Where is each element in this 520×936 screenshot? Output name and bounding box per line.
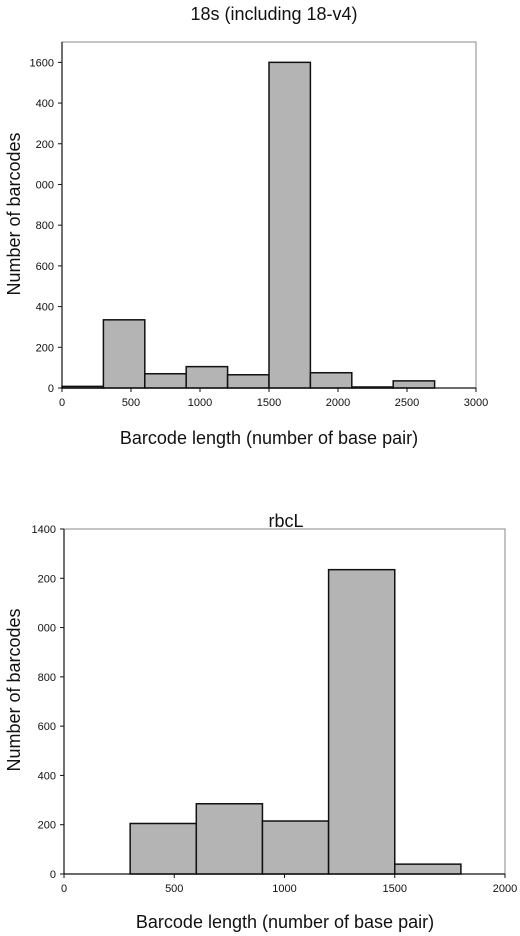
chart-18s-y-tick-label: 200 (36, 139, 54, 151)
chart-18s-y-ticks: 0 200 400 600 800 000 200 400 1600 (30, 57, 62, 395)
chart-rbcl-x-tick-label: 500 (165, 883, 183, 895)
chart-rbcl-bar-300-600 (129, 822, 198, 875)
chart-18s-bar-2400-2700 (392, 380, 436, 389)
chart-rbcl-y-tick-label: 1400 (32, 524, 56, 536)
chart-18s-x-tick-label: 500 (122, 397, 140, 409)
chart-18s-bar-1800-2100 (309, 371, 353, 389)
chart-18s-x-tick-label: 1500 (257, 397, 281, 409)
chart-18s-bar-600-900 (144, 373, 187, 389)
chart-18s-bar-1200-1500 (226, 374, 270, 389)
chart-rbcl-y-tick-label: 400 (38, 770, 56, 782)
chart-18s-x-tick-label: 3000 (464, 397, 488, 409)
chart-rbcl-x-label: Barcode length (number of base pair) (136, 912, 434, 932)
chart-18s-title: 18s (including 18-v4) (190, 4, 357, 24)
chart-rbcl-y-tick-label: 0 (50, 869, 56, 881)
chart-18s-y-tick-label: 400 (36, 98, 54, 110)
chart-rbcl-bars (129, 568, 462, 875)
chart-rbcl-y-tick-label: 200 (38, 820, 56, 832)
chart-18s-y-tick-label: 600 (36, 261, 54, 273)
chart-18s-x-ticks: 0 500 1000 1500 2000 2500 3000 (59, 388, 488, 409)
chart-18s-bar-1500-1800 (268, 61, 312, 389)
chart-18s-x-tick-label: 0 (59, 397, 65, 409)
chart-18s-y-tick-label: 0 (48, 383, 54, 395)
chart-rbcl-y-tick-label: 600 (38, 721, 56, 733)
chart-rbcl-x-tick-label: 1000 (272, 883, 296, 895)
chart-18s-y-tick-label: 400 (36, 302, 54, 314)
chart-18s-bar-900-1200 (185, 365, 229, 389)
chart-rbcl-x-ticks: 0 500 1000 1500 2000 (61, 874, 517, 895)
chart-rbcl-bar-1200-1500 (327, 568, 396, 875)
chart-rbcl-x-tick-label: 1500 (383, 883, 407, 895)
chart-rbcl-bar-1500-1800 (394, 863, 462, 875)
chart-18s-bars (61, 61, 436, 389)
chart-rbcl-bar-600-900 (195, 803, 264, 875)
chart-rbcl-x-tick-label: 0 (61, 883, 67, 895)
chart-18s-x-tick-label: 2000 (326, 397, 350, 409)
chart-18s-x-tick-label: 1000 (188, 397, 212, 409)
chart-rbcl-y-ticks: 0 200 400 600 800 000 200 1400 (32, 524, 64, 881)
chart-18s-x-tick-label: 2500 (395, 397, 419, 409)
chart-rbcl-x-tick-label: 2000 (493, 883, 517, 895)
chart-18s-y-tick-label: 1600 (30, 57, 54, 69)
chart-rbcl-y-tick-label: 000 (38, 623, 56, 635)
chart-18s-bar-300-600 (102, 319, 146, 389)
chart-18s-x-label: Barcode length (number of base pair) (120, 428, 418, 448)
chart-rbcl-y-tick-label: 800 (38, 672, 56, 684)
chart-rbcl: rbcL 0 500 1000 1500 2000 0 200 400 600 800 000 20… (4, 511, 517, 932)
chart-18s-y-tick-label: 800 (36, 220, 54, 232)
chart-rbcl-title: rbcL (268, 511, 303, 531)
chart-18s-y-tick-label: 200 (36, 342, 54, 354)
chart-rbcl-y-tick-label: 200 (38, 573, 56, 585)
chart-18s-y-label: Number of barcodes (4, 132, 24, 295)
chart-rbcl-bar-900-1200 (261, 820, 330, 875)
chart-18s: 18s (including 18-v4) 0 500 1000 1500 2000 25… (4, 4, 488, 448)
chart-rbcl-y-label: Number of barcodes (4, 608, 24, 771)
chart-18s-y-tick-label: 000 (36, 179, 54, 191)
